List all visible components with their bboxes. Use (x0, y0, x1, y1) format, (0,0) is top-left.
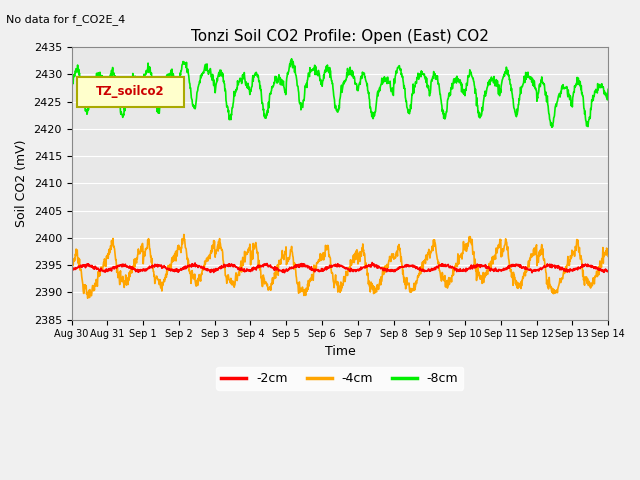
-8cm (541, 87, 548, 93)
Legend: -2cm, -4cm, -8cm: -2cm, -4cm, -8cm (216, 367, 463, 390)
-2cm (604, 268, 612, 274)
Y-axis label: Soil CO2 (mV): Soil CO2 (mV) (15, 140, 28, 227)
-8cm (247, 88, 255, 94)
-4cm (68, 261, 76, 267)
FancyBboxPatch shape (77, 77, 184, 107)
-2cm (424, 268, 431, 274)
-2cm (493, 267, 501, 273)
-8cm (548, 124, 556, 130)
X-axis label: Time: Time (324, 345, 355, 358)
Title: Tonzi Soil CO2 Profile: Open (East) CO2: Tonzi Soil CO2 Profile: Open (East) CO2 (191, 29, 489, 44)
-2cm (247, 268, 255, 274)
-8cm (493, 78, 501, 84)
-2cm (368, 260, 376, 265)
Line: -4cm: -4cm (72, 234, 608, 298)
-2cm (187, 263, 195, 269)
Line: -8cm: -8cm (72, 59, 608, 127)
-4cm (604, 253, 612, 259)
-2cm (528, 270, 536, 276)
Line: -2cm: -2cm (72, 263, 608, 273)
-4cm (494, 245, 502, 251)
-2cm (174, 269, 182, 275)
-4cm (180, 231, 188, 237)
-8cm (187, 90, 195, 96)
-8cm (424, 84, 431, 90)
-4cm (541, 264, 549, 270)
-8cm (288, 56, 296, 61)
-8cm (68, 86, 76, 92)
-4cm (84, 295, 92, 301)
-8cm (174, 85, 182, 91)
-4cm (248, 255, 255, 261)
-2cm (541, 264, 549, 269)
-4cm (175, 246, 182, 252)
Text: TZ_soilco2: TZ_soilco2 (97, 85, 165, 98)
-2cm (68, 268, 76, 274)
-8cm (604, 86, 612, 92)
-4cm (188, 269, 196, 275)
-4cm (424, 251, 431, 256)
Text: No data for f_CO2E_4: No data for f_CO2E_4 (6, 14, 125, 25)
